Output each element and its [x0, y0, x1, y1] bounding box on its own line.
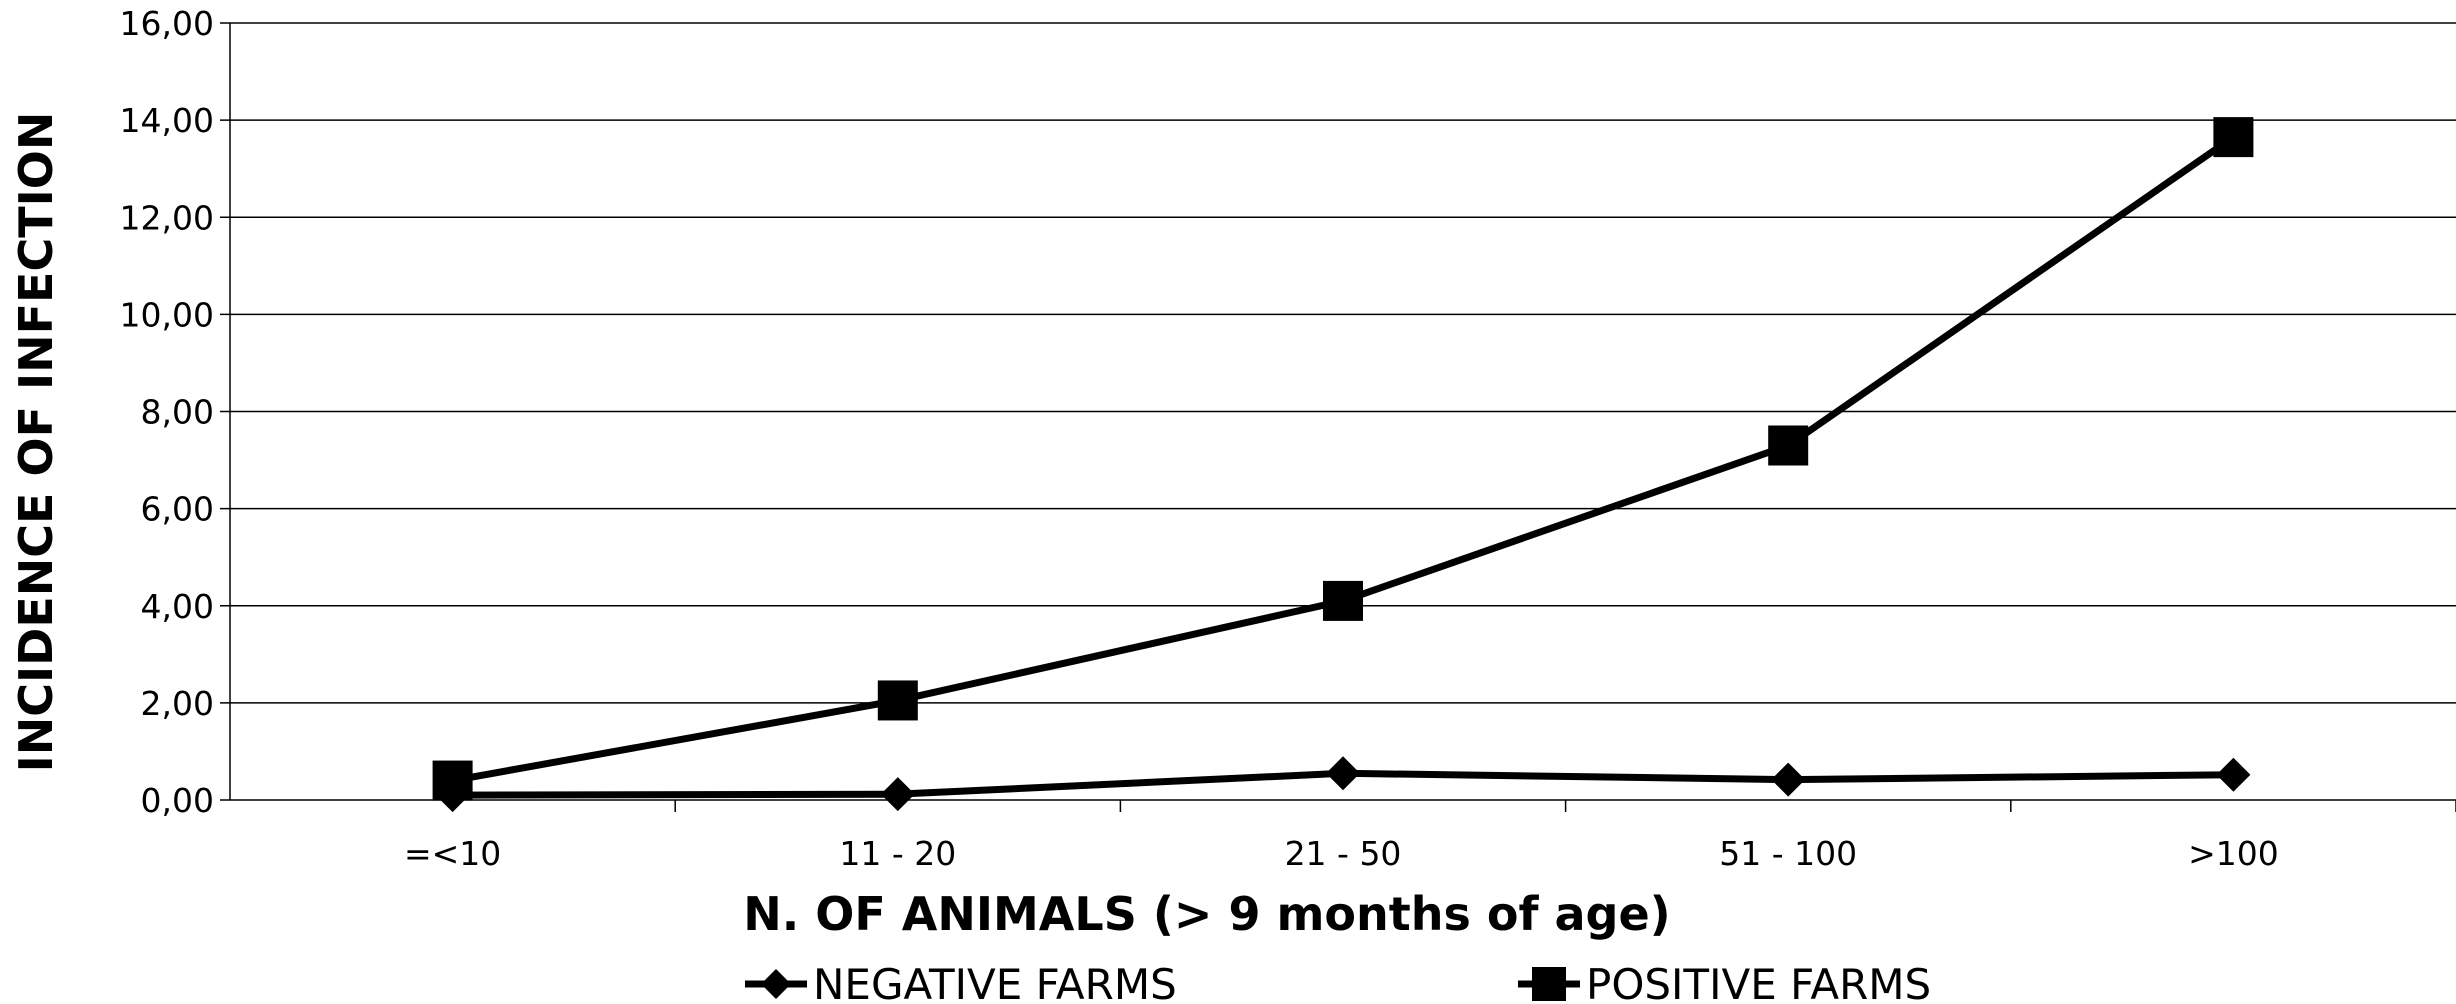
data-point-diamond [1771, 762, 1806, 797]
data-point-square [2213, 117, 2254, 158]
data-point-square [877, 680, 918, 721]
data-point-diamond [2216, 757, 2251, 792]
x-tick-label: =<10 [404, 834, 501, 873]
x-tick-label: 21 - 50 [1285, 834, 1402, 873]
y-tick-label: 10,00 [120, 295, 214, 334]
data-point-diamond [761, 969, 791, 999]
series-line [451, 134, 2236, 785]
y-tick-label: 4,00 [141, 587, 214, 626]
data-point-square [1768, 425, 1809, 466]
y-tick-label: 12,00 [120, 198, 214, 237]
y-tick-label: 8,00 [141, 393, 214, 432]
data-point-square [1532, 967, 1566, 1001]
y-tick-label: 2,00 [141, 684, 214, 723]
legend-label: POSITIVE FARMS [1586, 960, 1931, 1004]
data-point-diamond [880, 777, 915, 812]
legend-label: NEGATIVE FARMS [813, 960, 1177, 1004]
y-tick-label: 6,00 [141, 490, 214, 529]
data-point-square [1323, 580, 1363, 621]
y-tick-label: 14,00 [120, 101, 214, 140]
y-axis-title: INCIDENCE OF INFECTION [9, 112, 63, 773]
y-tick-label: 16,00 [120, 4, 214, 43]
x-tick-label: 51 - 100 [1719, 834, 1857, 873]
x-tick-label: 11 - 20 [839, 834, 956, 873]
series-group [432, 117, 2254, 813]
data-point-diamond [1326, 756, 1360, 791]
gridlines [230, 22, 2456, 704]
data-point-square [432, 760, 473, 801]
y-tick-labels: 0,00 2,00 4,00 6,00 8,00 10,00 12,00 14,00 16,00 [120, 4, 214, 820]
x-axis-title: N. OF ANIMALS (> 9 months of age) [743, 887, 1670, 941]
y-tick-label: 0,00 [141, 781, 214, 820]
legend: NEGATIVE FARMS POSITIVE FARMS [745, 960, 1931, 1004]
x-tick-label: >100 [2188, 834, 2279, 873]
axes [220, 22, 2456, 812]
x-tick-labels: =<10 11 - 20 21 - 50 51 - 100 >100 [404, 834, 2279, 873]
